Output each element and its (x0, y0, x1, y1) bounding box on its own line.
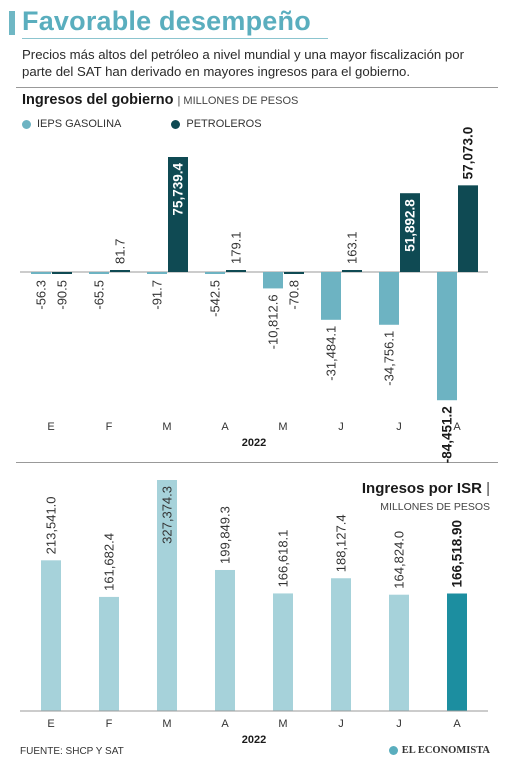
gov-x-tick-3: A (221, 421, 229, 433)
data-label-petroleros-4: -70.8 (287, 280, 302, 310)
bar-isr-2 (157, 480, 177, 711)
gov-x-tick-7: A (453, 421, 461, 433)
data-label-isr-4: 166,618.1 (276, 530, 291, 588)
gov-x-tick-6: J (396, 421, 402, 433)
legend-label-petroleros: PETROLEROS (186, 118, 262, 130)
bar-petroleros-2 (168, 157, 188, 272)
bar-ieps-2 (147, 272, 167, 274)
brand-name: EL ECONOMISTA (401, 745, 490, 756)
gov-chart-unit: MILLONES DE PESOS (183, 95, 299, 107)
data-label-petroleros-7: 57,073.0 (461, 127, 476, 180)
isr-chart-title: Ingresos por ISR (361, 480, 482, 497)
isr-x-tick-6: J (396, 718, 402, 730)
bar-isr-1 (99, 596, 119, 711)
page-subtitle: Precios más altos del petróleo a nivel m… (22, 47, 464, 79)
bar-petroleros-4 (284, 272, 304, 274)
data-label-petroleros-0: -90.5 (55, 280, 70, 310)
legend-item-ieps: IEPS GASOLINA (22, 118, 121, 130)
gov-x-tick-0: E (47, 421, 54, 433)
bar-ieps-1 (89, 272, 109, 274)
data-label-ieps-0: -56.3 (34, 280, 49, 310)
source-note: FUENTE: SHCP Y SAT (20, 746, 124, 757)
isr-chart-heading: Ingresos por ISR | MILLONES DE PESOS (362, 480, 490, 513)
bar-ieps-0 (31, 272, 51, 274)
isr-x-tick-7: A (453, 718, 461, 730)
data-label-isr-5: 188,127.4 (334, 514, 349, 572)
bar-isr-4 (273, 593, 293, 711)
data-label-ieps-2: -91.7 (150, 280, 165, 310)
data-label-isr-7: 166,518.90 (450, 520, 465, 588)
data-label-petroleros-2: 75,739.4 (171, 163, 186, 216)
legend-swatch-ieps (22, 119, 31, 129)
bar-ieps-4 (263, 272, 283, 289)
data-label-isr-0: 213,541.0 (44, 496, 59, 554)
brand-mark-icon (388, 746, 398, 755)
data-label-ieps-1: -65.5 (92, 280, 107, 310)
bar-petroleros-7 (458, 185, 478, 272)
gov-chart-separator: | (177, 95, 184, 107)
panel-top-divider (16, 87, 498, 88)
data-label-ieps-3: -542.5 (208, 280, 223, 317)
gov-x-tick-4: M (278, 421, 287, 433)
page-title: Favorable desempeño (22, 6, 311, 36)
gov-chart-heading: Ingresos del gobierno | MILLONES DE PESO… (22, 92, 298, 108)
bar-isr-6 (389, 594, 409, 711)
data-label-ieps-4: -10,812.6 (266, 294, 281, 349)
legend-item-petroleros: PETROLEROS (171, 118, 262, 130)
bar-isr-0 (41, 560, 61, 711)
legend-label-ieps: IEPS GASOLINA (37, 118, 122, 130)
isr-x-axis-label: 2022 (242, 734, 266, 746)
gov-x-tick-2: M (162, 421, 171, 433)
bar-petroleros-6 (400, 193, 420, 272)
data-label-ieps-5: -31,484.1 (324, 326, 339, 381)
data-label-petroleros-5: 163.1 (345, 231, 360, 264)
data-label-isr-1: 161,682.4 (102, 533, 117, 591)
isr-x-tick-3: A (221, 718, 229, 730)
isr-chart-unit: MILLONES DE PESOS (380, 501, 490, 513)
data-label-petroleros-1: 81.7 (113, 239, 128, 264)
gov-chart-title: Ingresos del gobierno (22, 92, 174, 108)
bar-ieps-7 (437, 272, 457, 401)
brand-logo: EL ECONOMISTA (388, 745, 490, 756)
bar-ieps-3 (205, 272, 225, 274)
data-label-petroleros-3: 179.1 (229, 231, 244, 264)
legend-swatch-petroleros (171, 119, 181, 129)
data-label-isr-2: 327,374.3 (160, 486, 175, 544)
bar-petroleros-3 (226, 270, 246, 272)
isr-chart-separator: | (486, 480, 490, 497)
isr-x-tick-2: M (162, 718, 171, 730)
data-label-ieps-6: -34,756.1 (382, 331, 397, 386)
gov-chart-legend: IEPS GASOLINA PETROLEROS (22, 118, 302, 130)
bar-petroleros-1 (110, 270, 130, 272)
bar-ieps-6 (379, 272, 399, 325)
gov-x-tick-1: F (106, 421, 113, 433)
isr-x-tick-0: E (47, 718, 54, 730)
isr-x-tick-1: F (106, 718, 113, 730)
gov-x-tick-5: J (338, 421, 344, 433)
bar-isr-3 (215, 569, 235, 711)
isr-x-tick-4: M (278, 718, 287, 730)
data-label-petroleros-6: 51,892.8 (403, 199, 418, 252)
gov-x-axis-label: 2022 (242, 437, 266, 449)
data-label-isr-3: 199,849.3 (218, 506, 233, 564)
isr-x-tick-5: J (338, 718, 344, 730)
bar-isr-7 (447, 593, 467, 711)
data-label-isr-6: 164,824.0 (392, 531, 407, 589)
title-divider (22, 38, 328, 39)
bar-petroleros-5 (342, 270, 362, 272)
bar-isr-5 (331, 578, 351, 711)
title-accent-bar (9, 11, 15, 35)
bar-petroleros-0 (52, 272, 72, 274)
data-label-ieps-7: -84,451.2 (440, 406, 455, 463)
panel-middle-divider (16, 462, 498, 463)
bar-ieps-5 (321, 272, 341, 320)
